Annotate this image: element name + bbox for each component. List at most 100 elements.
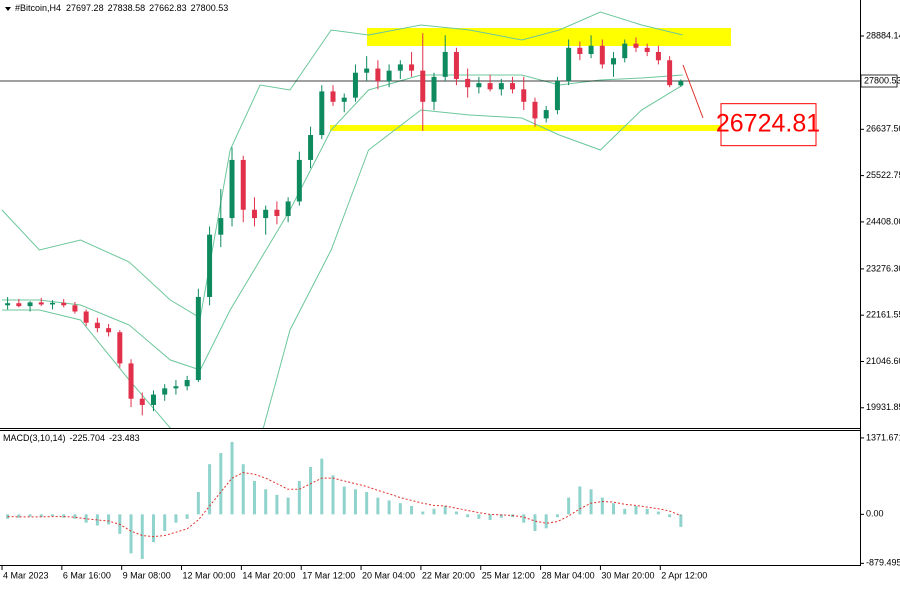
candle-body <box>229 159 235 219</box>
candle-body <box>655 51 661 61</box>
x-tick-label: 28 Mar 04:00 <box>542 570 595 580</box>
band-middle <box>2 74 683 371</box>
macd-bar <box>331 475 335 515</box>
y-tick-label: 22161.55 <box>866 310 900 320</box>
candle-body <box>420 70 426 102</box>
macd-bar <box>39 514 43 518</box>
candle-body <box>599 45 605 65</box>
x-tick-label: 20 Mar 04:00 <box>362 570 415 580</box>
header: #Bitcoin,H4 27697.28 27838.58 27662.83 27800… <box>15 3 228 13</box>
y-tick-label: 23276.30 <box>866 263 900 273</box>
macd-bar <box>567 497 571 515</box>
candle-body <box>139 398 145 405</box>
macd-bar <box>140 514 144 559</box>
macd-bar <box>432 508 436 515</box>
candle-body <box>341 97 347 102</box>
macd-bar <box>196 492 200 515</box>
signal-line <box>7 472 682 538</box>
candle-body <box>521 89 527 102</box>
candle-body <box>83 311 89 323</box>
y-tick-label: 24408.00 <box>866 216 900 226</box>
candle-body <box>16 303 22 307</box>
candle-body <box>611 58 617 65</box>
macd-bar <box>454 511 458 515</box>
current-price-label: 27800.53 <box>864 75 900 85</box>
candle-body <box>431 76 437 102</box>
candle-body <box>319 91 325 136</box>
x-tick-label: 6 Mar 16:00 <box>63 570 111 580</box>
y-tick-label: 21046.60 <box>866 356 900 366</box>
candle-body <box>622 43 628 59</box>
macd-bar <box>28 514 32 517</box>
candle-body <box>184 380 190 387</box>
candle-body <box>532 101 538 119</box>
band-lower <box>2 84 683 428</box>
macd-bar <box>533 514 537 532</box>
candle-body <box>128 363 134 399</box>
candle-body <box>117 332 123 364</box>
candle-body <box>498 83 504 90</box>
macd-bar <box>174 514 178 523</box>
macd-bar <box>208 464 212 515</box>
macd-bar <box>387 500 391 515</box>
x-tick-label: 25 Mar 12:00 <box>482 570 535 580</box>
candle-body <box>195 296 201 381</box>
low-value: 27662.83 <box>149 3 187 13</box>
support-zone <box>330 125 722 131</box>
x-tick-label: 30 Mar 20:00 <box>601 570 654 580</box>
candle-body <box>27 302 33 307</box>
macd-bar <box>668 514 672 518</box>
candle-body <box>667 60 673 86</box>
macd-bar <box>275 494 279 515</box>
macd-bar <box>499 514 503 518</box>
candle-body <box>644 47 650 52</box>
candle-body <box>49 302 55 305</box>
macd-bar <box>342 486 346 515</box>
candle-body <box>94 322 100 329</box>
y-tick-label: 28884.14 <box>866 30 900 40</box>
y-tick-label: 19931.85 <box>866 402 900 412</box>
candle-body <box>476 83 482 88</box>
macd-bar <box>264 489 268 515</box>
macd-title: MACD(3,10,14) <box>3 433 66 443</box>
macd-bar <box>129 514 133 554</box>
candle-body <box>72 305 78 312</box>
macd-bar <box>62 514 66 518</box>
candle-body <box>577 47 583 55</box>
candle-body <box>162 388 168 395</box>
y-tick-label: 25522.75 <box>866 170 900 180</box>
close-value: 27800.53 <box>191 3 229 13</box>
candle-body <box>566 47 572 82</box>
candle-body <box>240 159 246 210</box>
macd-bar <box>252 480 256 515</box>
y-tick-label: 26637.50 <box>866 124 900 134</box>
macd-bar <box>241 464 245 515</box>
target-box <box>720 103 817 147</box>
macd-bar <box>466 514 470 518</box>
candle-body <box>61 302 67 306</box>
macd-bar <box>353 489 357 515</box>
macd-bar <box>309 466 313 515</box>
candle-body <box>442 51 448 77</box>
macd-bar <box>544 514 548 529</box>
candle-body <box>263 209 269 219</box>
price-pane <box>0 11 860 428</box>
macd-bar <box>589 489 593 515</box>
macd-bar <box>634 505 638 515</box>
macd-bar <box>320 458 324 515</box>
macd-bar <box>107 514 111 525</box>
macd-bar <box>365 492 369 515</box>
candle-body <box>352 72 358 98</box>
macd-bar <box>376 497 380 515</box>
candle-body <box>150 394 156 405</box>
candle-body <box>543 110 549 119</box>
y-tick-label: 1371.671 <box>866 432 900 442</box>
candle-body <box>409 64 415 71</box>
candle-body <box>38 302 44 305</box>
candle-body <box>453 51 459 79</box>
x-tick-label: 2 Apr 12:00 <box>661 570 707 580</box>
macd-bar <box>297 480 301 515</box>
